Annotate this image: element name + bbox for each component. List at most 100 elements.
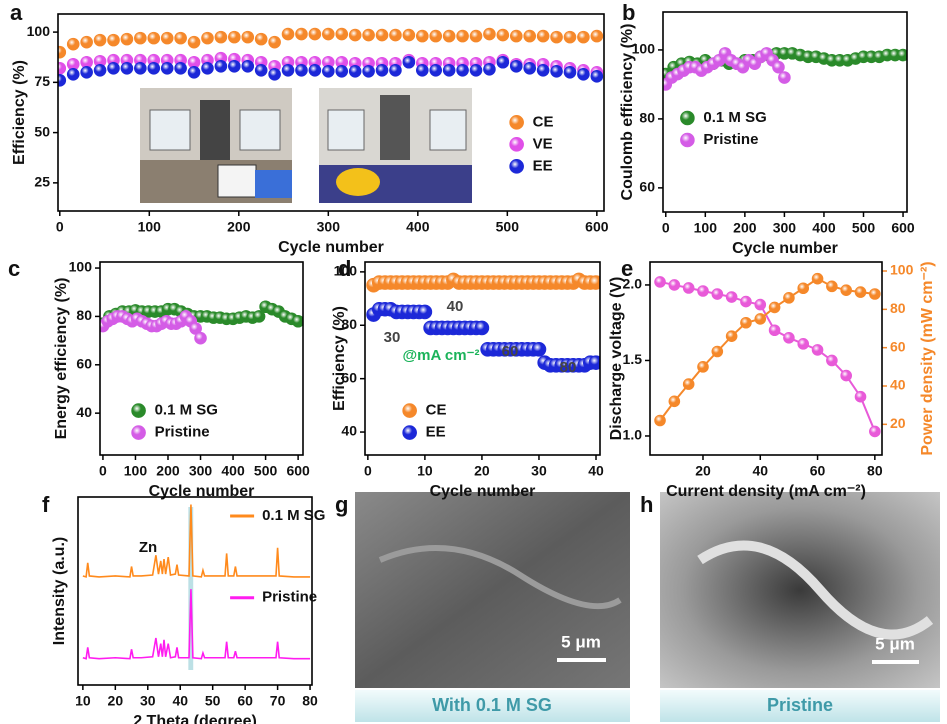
marker — [523, 61, 537, 75]
marker — [417, 304, 433, 320]
legend-marker — [402, 425, 417, 440]
marker — [429, 29, 443, 43]
marker — [120, 32, 134, 46]
legend-label: 0.1 M SG — [703, 109, 766, 126]
marker — [201, 61, 214, 75]
marker — [654, 276, 666, 288]
marker — [389, 28, 402, 42]
marker — [840, 284, 852, 296]
marker — [362, 64, 375, 78]
marker — [754, 313, 767, 325]
marker — [523, 29, 537, 43]
y-axis-label: Coulomb efficiency (%) — [619, 24, 636, 201]
x-tick-label: 400 — [812, 220, 836, 236]
legend-marker — [131, 425, 146, 440]
marker — [147, 31, 161, 45]
legend-label: 0.1 M SG — [155, 402, 218, 419]
panel-label: b — [622, 0, 635, 25]
scale-bar-label: 5 μm — [561, 632, 601, 651]
marker — [797, 282, 810, 295]
caption-band — [355, 690, 630, 722]
marker — [668, 279, 681, 291]
marker — [322, 27, 335, 41]
marker — [854, 390, 867, 403]
x-tick-label: 600 — [891, 220, 915, 236]
marker — [348, 28, 362, 42]
x-axis-label: Cycle number — [732, 240, 838, 257]
marker — [308, 63, 322, 77]
marker — [869, 425, 881, 438]
marker — [469, 29, 483, 43]
x-tick-label: 400 — [406, 219, 430, 235]
marker — [474, 320, 490, 336]
marker — [295, 63, 308, 77]
legend-label: CE — [426, 402, 447, 419]
legend-marker — [509, 115, 524, 130]
marker — [107, 33, 120, 47]
y2-tick-label: 20 — [890, 415, 906, 431]
marker — [134, 31, 147, 45]
x-tick-label: 0 — [662, 220, 670, 236]
y-tick-label: 40 — [341, 423, 357, 439]
x-tick-label: 300 — [773, 220, 797, 236]
plot-frame — [662, 11, 908, 213]
marker — [826, 354, 838, 367]
x-tick-label: 200 — [733, 220, 757, 236]
plot-frame — [364, 261, 601, 456]
x-tick-label: 600 — [286, 463, 310, 479]
series-line — [82, 589, 311, 660]
x-tick-label: 40 — [172, 693, 188, 709]
marker — [778, 71, 791, 84]
marker — [362, 28, 375, 42]
marker — [496, 28, 510, 42]
marker — [415, 29, 429, 43]
y-tick-label: 1.0 — [623, 427, 643, 443]
marker — [768, 324, 781, 337]
y2-tick-label: 40 — [890, 377, 906, 393]
sem-image — [660, 492, 940, 688]
marker — [577, 30, 590, 44]
y-tick-label: 100 — [334, 263, 358, 279]
marker — [668, 395, 681, 408]
legend-label: Pristine — [155, 424, 210, 441]
marker — [869, 288, 881, 300]
marker — [194, 331, 207, 345]
image-caption: With 0.1 M SG — [432, 695, 552, 715]
panel-label: e — [621, 256, 633, 281]
marker — [754, 298, 767, 311]
marker — [896, 48, 907, 62]
x-tick-label: 400 — [221, 463, 245, 479]
scale-bar-label: 5 μm — [875, 634, 915, 653]
annotation: 30 — [384, 329, 401, 346]
y-tick-label: 100 — [27, 23, 51, 39]
panel-label: g — [335, 492, 348, 517]
sem-texture — [697, 540, 934, 640]
plot-area — [82, 504, 311, 660]
marker — [550, 30, 563, 44]
marker — [375, 28, 389, 42]
marker — [725, 330, 738, 342]
panel-label: f — [42, 492, 50, 517]
marker — [496, 55, 510, 69]
y-axis-label: Intensity (a.u.) — [51, 537, 68, 645]
marker — [811, 272, 824, 285]
marker — [536, 63, 550, 77]
caption-band — [660, 690, 940, 722]
marker — [442, 29, 456, 43]
marker — [375, 63, 389, 77]
y-tick-label: 25 — [34, 174, 50, 190]
marker — [187, 35, 201, 49]
plot-area — [366, 272, 600, 373]
marker — [797, 338, 810, 350]
marker — [563, 65, 577, 79]
x-tick-label: 0 — [99, 463, 107, 479]
marker — [531, 341, 547, 357]
marker — [740, 295, 752, 308]
marker — [772, 60, 785, 74]
y2-tick-label: 60 — [890, 338, 906, 354]
y-tick-label: 75 — [34, 73, 50, 89]
marker — [442, 63, 456, 77]
highlight-band — [188, 507, 194, 670]
x-tick-label: 200 — [156, 463, 180, 479]
